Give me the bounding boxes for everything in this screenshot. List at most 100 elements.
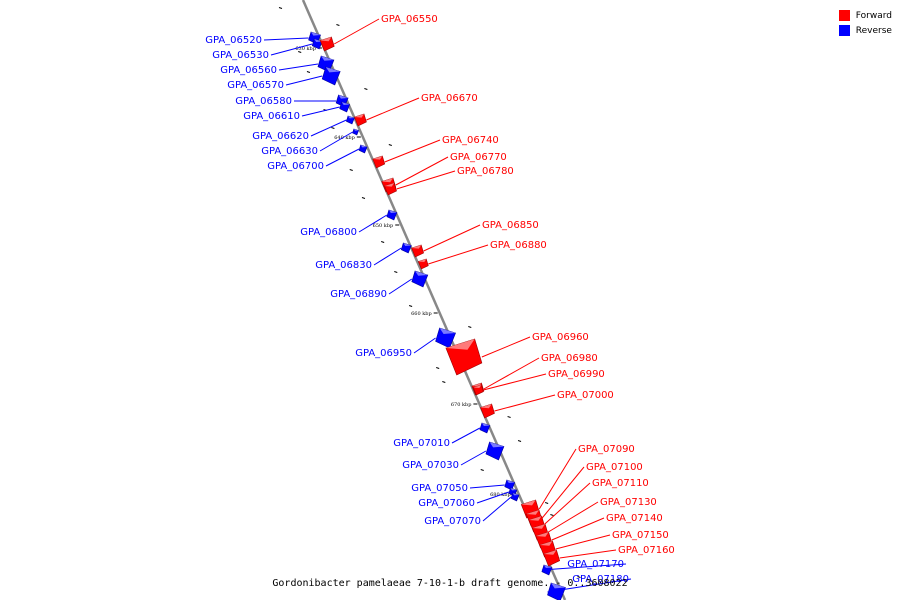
gene-label-gpa-07100[interactable]: GPA_07100 <box>586 462 643 473</box>
gene-shape-gpa-06830[interactable] <box>400 242 412 254</box>
gene-label-gpa-06520[interactable]: GPA_06520 <box>205 35 262 46</box>
gene-shape-gpa-06890[interactable] <box>411 270 429 288</box>
track-marker <box>331 127 335 129</box>
gene-label-gpa-06630[interactable]: GPA_06630 <box>261 146 318 157</box>
gene-label-gpa-06880[interactable]: GPA_06880 <box>490 240 547 251</box>
gene-label-gpa-06620[interactable]: GPA_06620 <box>252 131 309 142</box>
track-marker <box>442 381 446 383</box>
leader-line <box>384 139 441 163</box>
gene-shape-gpa-06630[interactable] <box>352 128 360 136</box>
gene-label-gpa-07050[interactable]: GPA_07050 <box>411 483 468 494</box>
gene-shape-gpa-06550[interactable] <box>319 36 335 52</box>
gene-label-gpa-06850[interactable]: GPA_06850 <box>482 220 539 231</box>
gene-label-gpa-06950[interactable]: GPA_06950 <box>355 348 412 359</box>
gene-label-gpa-06530[interactable]: GPA_06530 <box>212 50 269 61</box>
gene-shape-gpa-07030[interactable] <box>485 441 505 461</box>
genome-caption: Gordonibacter pamelaeae 7-10-1-b draft g… <box>272 578 628 589</box>
gene-label-gpa-07070[interactable]: GPA_07070 <box>424 516 481 527</box>
reverse-swatch <box>838 25 850 36</box>
tick-label: 630 kbp <box>295 46 316 52</box>
gene-label-gpa-07180[interactable]: GPA_07180 <box>572 574 629 585</box>
gene-shape-gpa-06620[interactable] <box>346 115 355 125</box>
gene-label-gpa-06570[interactable]: GPA_06570 <box>227 80 284 91</box>
gene-label-gpa-07110[interactable]: GPA_07110 <box>592 478 649 489</box>
track-marker <box>349 169 353 171</box>
gene-label-gpa-07090[interactable]: GPA_07090 <box>578 444 635 455</box>
gene-shape-gpa-07160[interactable] <box>543 549 561 567</box>
track-marker <box>381 241 385 243</box>
gene-shape-gpa-06850[interactable] <box>411 244 424 258</box>
gene-shape-gpa-06670[interactable] <box>354 113 367 127</box>
leader-line <box>396 170 456 190</box>
gene-label-gpa-06960[interactable]: GPA_06960 <box>532 332 589 343</box>
gene-label-gpa-06890[interactable]: GPA_06890 <box>330 289 387 300</box>
gene-label-gpa-07170[interactable]: GPA_07170 <box>567 559 624 570</box>
gene-shape-gpa-06960[interactable] <box>445 338 483 376</box>
gene-shape-gpa-06570[interactable] <box>321 66 341 86</box>
gene-shape-gpa-06800[interactable] <box>386 209 398 221</box>
gene-shape-gpa-07070[interactable] <box>510 492 520 502</box>
track-marker <box>306 71 311 73</box>
gene-shape-gpa-06610[interactable] <box>339 101 351 113</box>
tick-label: 670 kbp <box>451 402 472 408</box>
gene-label-gpa-06740[interactable]: GPA_06740 <box>442 135 499 146</box>
gene-label-gpa-07150[interactable]: GPA_07150 <box>612 530 669 541</box>
leader-line <box>270 43 313 56</box>
leader-line <box>544 482 591 525</box>
leader-line <box>388 278 413 295</box>
leader-line <box>325 148 360 167</box>
track-marker <box>278 7 283 9</box>
gene-label-gpa-07140[interactable]: GPA_07140 <box>606 513 663 524</box>
leader-line <box>460 450 487 466</box>
track-marker <box>544 502 549 504</box>
legend-forward-label: Forward <box>855 10 892 21</box>
legend: Forward Reverse <box>838 8 892 38</box>
gene-shape-gpa-06950[interactable] <box>435 327 456 349</box>
gene-label-gpa-06610[interactable]: GPA_06610 <box>243 111 300 122</box>
track-marker <box>394 271 398 273</box>
gene-shape-gpa-06990[interactable] <box>472 384 484 396</box>
legend-forward[interactable]: Forward <box>838 8 892 23</box>
gene-shape-gpa-06880[interactable] <box>417 258 429 270</box>
track-marker <box>298 51 302 53</box>
gene-shape-gpa-07180[interactable] <box>547 582 566 602</box>
gene-label-gpa-06700[interactable]: GPA_06700 <box>267 161 324 172</box>
leader-line <box>319 131 353 152</box>
gene-label-gpa-07030[interactable]: GPA_07030 <box>402 460 459 471</box>
leader-line <box>285 75 323 86</box>
gene-label-gpa-07000[interactable]: GPA_07000 <box>557 390 614 401</box>
gene-label-gpa-06990[interactable]: GPA_06990 <box>548 369 605 380</box>
gene-label-gpa-06780[interactable]: GPA_06780 <box>457 166 514 177</box>
gene-shape-gpa-06700[interactable] <box>358 144 368 154</box>
gene-label-gpa-07160[interactable]: GPA_07160 <box>618 545 675 556</box>
track-marker <box>577 576 581 578</box>
gene-label-gpa-07060[interactable]: GPA_07060 <box>418 498 475 509</box>
gene-shape-gpa-07000[interactable] <box>480 403 495 419</box>
track-marker <box>550 514 554 516</box>
leader-line <box>547 578 632 593</box>
gene-label-gpa-06800[interactable]: GPA_06800 <box>300 227 357 238</box>
gene-label-gpa-07010[interactable]: GPA_07010 <box>393 438 450 449</box>
leader-line <box>482 496 512 522</box>
gene-label-gpa-07130[interactable]: GPA_07130 <box>600 497 657 508</box>
leader-line <box>469 484 505 489</box>
gene-label-gpa-06550[interactable]: GPA_06550 <box>381 14 438 25</box>
leader-line <box>483 357 540 390</box>
gene-shape-gpa-07050[interactable] <box>504 479 516 491</box>
gene-shape-gpa-06780[interactable] <box>384 182 397 196</box>
gene-label-gpa-06560[interactable]: GPA_06560 <box>220 65 277 76</box>
legend-reverse[interactable]: Reverse <box>838 23 892 38</box>
leader-line <box>373 247 402 266</box>
leader-line <box>541 563 627 571</box>
gene-shape-gpa-07010[interactable] <box>479 422 491 434</box>
gene-label-gpa-06980[interactable]: GPA_06980 <box>541 353 598 364</box>
gene-shape-gpa-06740[interactable] <box>372 155 386 169</box>
leader-line <box>551 517 605 541</box>
gene-label-gpa-06770[interactable]: GPA_06770 <box>450 152 507 163</box>
gene-label-gpa-06580[interactable]: GPA_06580 <box>235 96 292 107</box>
gene-layer <box>308 31 566 602</box>
gene-label-gpa-06670[interactable]: GPA_06670 <box>421 93 478 104</box>
gene-label-gpa-06830[interactable]: GPA_06830 <box>315 260 372 271</box>
